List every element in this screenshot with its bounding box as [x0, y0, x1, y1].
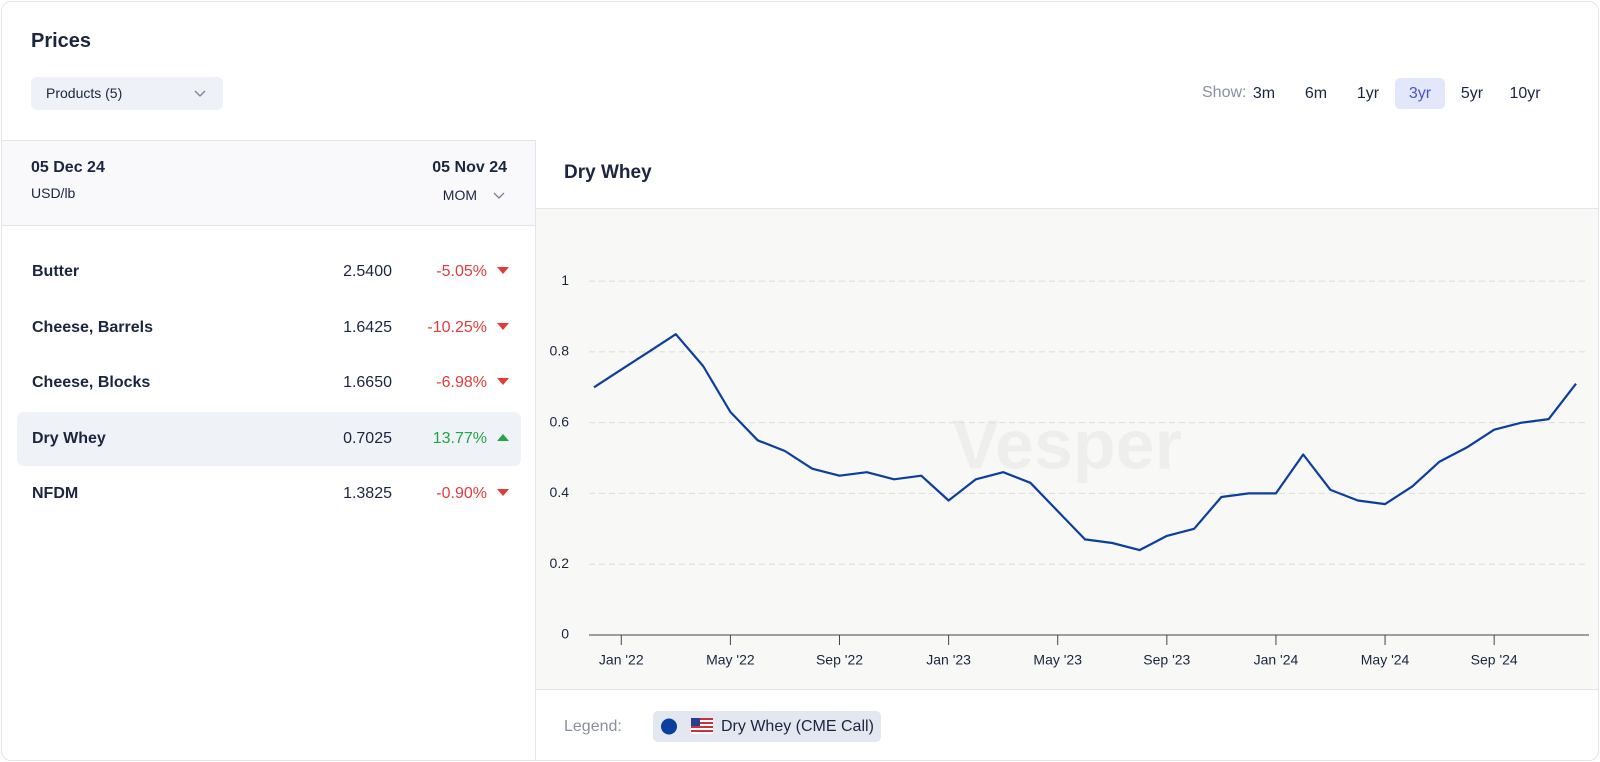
- x-tick-label: Sep '24: [1471, 652, 1518, 668]
- product-name: Cheese, Barrels: [32, 318, 153, 336]
- direction-arrow: [497, 322, 509, 330]
- direction-arrow: [497, 489, 509, 496]
- chevron: [493, 192, 505, 199]
- price: 2.5400: [343, 263, 392, 280]
- range-button[interactable]: 3yr: [1395, 78, 1445, 109]
- range-button[interactable]: 6m: [1304, 85, 1328, 102]
- show-label: Show:: [1202, 84, 1247, 101]
- product-name: NFDM: [32, 485, 79, 502]
- compare-date: 05 Nov 24: [432, 159, 507, 176]
- product-name: Cheese, Blocks: [32, 374, 151, 391]
- range-button[interactable]: 3m: [1252, 85, 1276, 102]
- product-name: Dry Whey: [32, 429, 106, 447]
- price: 1.6650: [343, 374, 392, 391]
- x-tick-label: May '23: [1033, 652, 1082, 668]
- products-dropdown[interactable]: Products (5): [31, 77, 223, 110]
- compare-mode[interactable]: MOM: [442, 187, 477, 203]
- price: 1.6425: [343, 318, 392, 336]
- range-button[interactable]: 10yr: [1509, 85, 1541, 102]
- x-tick-label: May '24: [1361, 652, 1410, 668]
- legend-label: Legend:: [564, 718, 622, 735]
- watermark: Vesper: [952, 405, 1182, 483]
- table-header: 05 Dec 24 USD/lb 05 Nov 24 MOM: [2, 140, 535, 226]
- change: -10.25%: [427, 318, 487, 336]
- series-line: [593, 333, 1577, 552]
- unit: USD/lb: [31, 185, 76, 201]
- chevron: [194, 90, 206, 97]
- x-tick-label: Jan '23: [926, 652, 971, 668]
- direction-arrow: [497, 378, 509, 385]
- y-tick-label: 0.8: [550, 343, 570, 359]
- y-tick-label: 0: [561, 626, 569, 642]
- y-tick-label: 0.4: [550, 484, 570, 500]
- y-tick-label: 0.2: [550, 555, 570, 571]
- date: 05 Dec 24: [31, 159, 105, 176]
- product-name: Butter: [32, 263, 80, 280]
- change: -0.90%: [436, 485, 487, 502]
- divider: [535, 140, 536, 760]
- range-button[interactable]: 1yr: [1356, 85, 1380, 102]
- change: -5.05%: [436, 263, 487, 280]
- x-tick-label: Jan '22: [599, 652, 644, 668]
- legend-entry: Dry Whey (CME Call): [721, 718, 874, 735]
- x-tick-label: Sep '23: [1143, 652, 1190, 668]
- direction-arrow: [497, 433, 509, 441]
- price-row[interactable]: Butter 2.5400 -5.05%: [17, 245, 521, 299]
- x-tick-label: May '22: [706, 652, 755, 668]
- direction-arrow: [497, 267, 509, 274]
- chart-area: [536, 208, 1598, 690]
- y-tick-label: 1: [561, 272, 569, 288]
- price-row[interactable]: Cheese, Blocks 1.6650 -6.98%: [17, 356, 521, 410]
- range-button[interactable]: 5yr: [1460, 85, 1484, 102]
- chart-title: Dry Whey: [564, 162, 652, 183]
- y-tick-label: 0.6: [550, 413, 570, 429]
- price: 0.7025: [343, 429, 392, 447]
- x-tick-label: Sep '22: [816, 652, 863, 668]
- price-row[interactable]: Cheese, Barrels 1.6425 -10.25%: [17, 301, 521, 355]
- us-flag-stripes: [691, 718, 713, 732]
- price-row[interactable]: NFDM 1.3825 -0.90%: [17, 467, 521, 521]
- legend-marker: [661, 718, 677, 735]
- page-title: Prices: [31, 30, 92, 52]
- change: 13.77%: [432, 429, 487, 447]
- price-row[interactable]: Dry Whey 0.7025 13.77%: [17, 411, 521, 466]
- dropdown-label: Products (5): [46, 85, 123, 101]
- change: -6.98%: [436, 374, 487, 391]
- x-tick-label: Jan '24: [1254, 652, 1299, 668]
- price: 1.3825: [343, 485, 392, 502]
